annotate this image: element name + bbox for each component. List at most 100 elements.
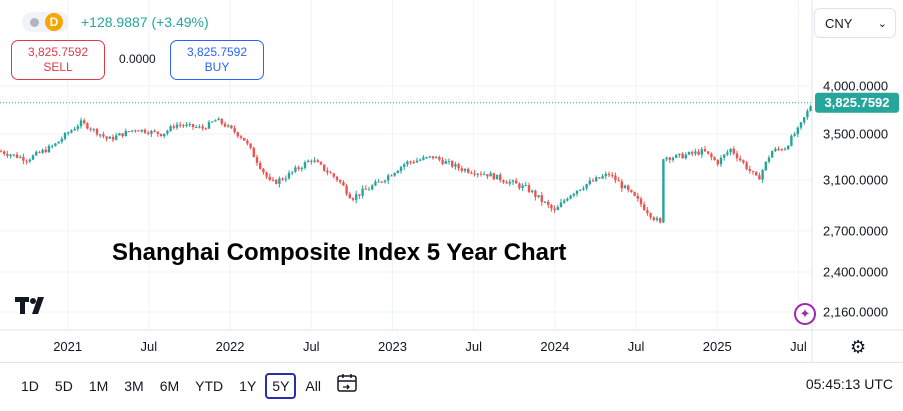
candle-body (220, 118, 223, 124)
candle-body (217, 118, 220, 121)
candle-body (774, 148, 777, 152)
timeframe-all[interactable]: All (305, 378, 321, 394)
status-dot-icon (30, 17, 39, 27)
candle-body (297, 167, 300, 169)
candle-body (131, 130, 134, 132)
timeframe-1d[interactable]: 1D (21, 378, 39, 394)
symbol-pill[interactable]: D (22, 12, 69, 32)
candle-body (479, 173, 483, 175)
timeframe-ytd[interactable]: YTD (195, 378, 224, 394)
lightning-icon[interactable]: ✦ (794, 303, 816, 325)
candle-body (249, 143, 252, 148)
candle-body (515, 180, 518, 184)
candle-body (406, 161, 409, 165)
candle-body (31, 155, 35, 160)
candle-body (566, 198, 569, 201)
sell-price: 3,825.7592 (27, 45, 89, 59)
candle-body (387, 175, 390, 181)
candle-body (787, 145, 790, 150)
candle-body (70, 130, 73, 133)
candle-body (227, 125, 230, 127)
candle-body (361, 188, 364, 196)
candle-body (617, 180, 620, 182)
candle-body (553, 208, 556, 211)
candle-body (51, 145, 54, 147)
buy-label: BUY (204, 60, 230, 74)
candle-body (118, 133, 121, 136)
candle-body (403, 164, 406, 167)
candle-body (28, 159, 31, 162)
timeframe-6m[interactable]: 6M (159, 378, 180, 394)
candle-body (627, 185, 630, 190)
candle-body (550, 204, 553, 209)
candle-body (419, 159, 422, 161)
x-tick-label: Jul (141, 339, 158, 354)
timeframe-5d[interactable]: 5D (54, 378, 73, 394)
candle-body (284, 178, 287, 180)
candle-body (681, 153, 684, 159)
bottom-toolbar: 1D 5D 1M 3M 6M YTD 1Y 5Y All 05:45:13 UTC (0, 362, 903, 407)
candle-body (534, 190, 537, 197)
x-tick-label: Jul (628, 339, 645, 354)
candle-body (179, 124, 182, 126)
candle-body (486, 174, 489, 177)
candle-body (63, 132, 67, 139)
timeframe-1y[interactable]: 1Y (239, 378, 257, 394)
timeframe-5y[interactable]: 5Y (265, 373, 297, 399)
candle-body (313, 160, 316, 162)
timeframe-1m[interactable]: 1M (88, 378, 109, 394)
candle-body (799, 122, 803, 128)
candle-body (662, 159, 665, 223)
timeframe-3m[interactable]: 3M (124, 378, 144, 394)
candle-body (383, 180, 387, 182)
candle-body (25, 160, 28, 162)
candle-body (521, 185, 524, 189)
tradingview-logo-icon[interactable] (14, 294, 52, 316)
candle-body (422, 157, 425, 160)
candle-body (339, 180, 342, 183)
candle-body (83, 120, 86, 124)
candle-body (511, 180, 515, 182)
candle-body (275, 179, 278, 184)
candle-body (223, 123, 227, 127)
buy-button[interactable]: 3,825.7592 BUY (170, 40, 264, 80)
candle-body (214, 120, 217, 122)
calendar-icon[interactable] (336, 372, 358, 394)
candle-body (489, 173, 492, 177)
candle-body (761, 170, 764, 180)
candle-body (777, 148, 780, 150)
y-tick-label: 3,500.0000 (823, 127, 888, 142)
candle-body (694, 151, 697, 154)
candle-body (92, 128, 95, 130)
x-tick-label: Jul (303, 339, 320, 354)
gear-icon[interactable]: ⚙ (850, 337, 867, 357)
candle-body (124, 130, 127, 137)
candle-body (399, 166, 403, 171)
candle-body (745, 162, 748, 169)
y-tick-label: 2,400.0000 (823, 265, 888, 280)
candle-body (380, 181, 383, 183)
price-change: +128.9887 (+3.49%) (81, 14, 209, 30)
sell-label: SELL (43, 60, 73, 74)
candle-body (278, 178, 281, 184)
candle-body (265, 172, 268, 177)
candle-body (729, 148, 732, 153)
candle-body (476, 173, 479, 175)
candle-body (19, 156, 22, 158)
candle-body (281, 178, 284, 180)
candle-body (182, 125, 185, 127)
candle-body (755, 171, 758, 176)
candle-body (137, 130, 140, 132)
candle-body (374, 181, 377, 186)
candle-body (524, 185, 527, 187)
candle-body (169, 126, 172, 131)
currency-select[interactable]: CNY ⌄ (814, 8, 896, 38)
candle-body (463, 169, 467, 171)
candle-body (473, 173, 476, 175)
candle-body (291, 171, 294, 173)
candle-body (668, 157, 671, 160)
sell-button[interactable]: 3,825.7592 SELL (11, 40, 105, 80)
candle-body (758, 175, 761, 180)
